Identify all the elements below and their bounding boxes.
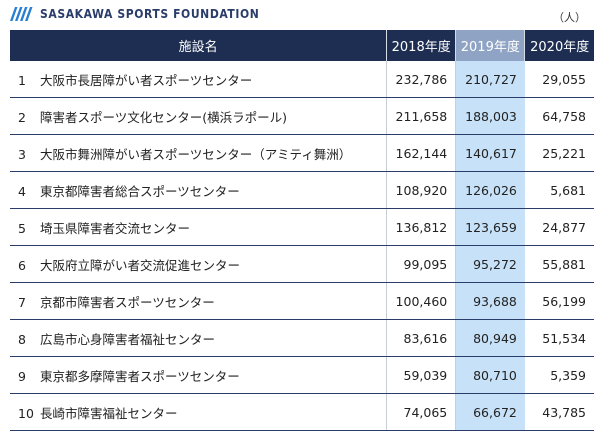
- value-2020-cell: 43,785: [524, 393, 594, 431]
- value-2019-cell: 123,659: [455, 208, 525, 246]
- value-2018-cell: 162,144: [386, 134, 457, 172]
- facility-name: 埼玉県障害者交流センター: [40, 220, 191, 236]
- facility-name: 長崎市障害福祉センター: [40, 405, 178, 421]
- facility-cell: 3 大阪市舞洲障がい者スポーツセンター（アミティ舞洲）: [10, 134, 388, 172]
- value-2018-cell: 232,786: [386, 61, 457, 98]
- value-2020-cell: 29,055: [524, 61, 594, 98]
- table-row: 5 埼玉県障害者交流センター 136,812 123,659 24,877: [10, 208, 594, 246]
- table-row: 2 障害者スポーツ文化センター(横浜ラポール) 211,658 188,003 64,7…: [10, 97, 594, 135]
- value-2019-cell: 126,026: [455, 171, 525, 209]
- table-row: 6 大阪府立障がい者交流促進センター 99,095 95,272 55,881: [10, 245, 594, 283]
- value-2020-cell: 5,681: [524, 171, 594, 209]
- table-row: 8 広島市心身障害者福祉センター 83,616 80,949 51,534: [10, 319, 594, 357]
- column-header-facility: 施設名: [10, 30, 388, 61]
- value-2018-cell: 108,920: [386, 171, 457, 209]
- value-2019-cell: 80,949: [455, 319, 525, 357]
- rank-number: 6: [18, 257, 26, 273]
- value-2020-cell: 25,221: [524, 134, 594, 172]
- value-2018-cell: 100,460: [386, 282, 457, 320]
- facility-cell: 6 大阪府立障がい者交流促進センター: [10, 245, 388, 283]
- table-row: 7 京都市障害者スポーツセンター 100,460 93,688 56,199: [10, 282, 594, 320]
- facility-name: 京都市障害者スポーツセンター: [40, 294, 215, 310]
- value-2019-cell: 210,727: [455, 61, 525, 98]
- rank-number: 4: [18, 183, 26, 199]
- facility-cell: 8 広島市心身障害者福祉センター: [10, 319, 388, 357]
- value-2020-cell: 24,877: [524, 208, 594, 246]
- facility-name: 大阪市長居障がい者スポーツセンター: [40, 72, 253, 88]
- value-2018-cell: 211,658: [386, 97, 457, 135]
- facility-cell: 1 大阪市長居障がい者スポーツセンター: [10, 61, 388, 98]
- logo: SASAKAWA SPORTS FOUNDATION: [8, 5, 259, 23]
- value-2018-cell: 83,616: [386, 319, 457, 357]
- table-row: 10 長崎市障害福祉センター 74,065 66,672 43,785: [10, 393, 594, 431]
- facility-name: 東京都多摩障害者スポーツセンター: [40, 368, 240, 384]
- table-row: 9 東京都多摩障害者スポーツセンター 59,039 80,710 5,359: [10, 356, 594, 394]
- logo-text: SASAKAWA SPORTS FOUNDATION: [40, 7, 260, 21]
- facility-cell: 4 東京都障害者総合スポーツセンター: [10, 171, 388, 209]
- rank-number: 3: [18, 146, 26, 162]
- table-header-row: 施設名 2018年度 2019年度 2020年度: [10, 30, 594, 61]
- column-header-2020: 2020年度: [524, 30, 594, 61]
- rank-number: 5: [18, 220, 26, 236]
- rank-number: 8: [18, 331, 26, 347]
- facility-cell: 2 障害者スポーツ文化センター(横浜ラポール): [10, 97, 388, 135]
- value-2020-cell: 5,359: [524, 356, 594, 394]
- value-2020-cell: 51,534: [524, 319, 594, 357]
- table-row: 4 東京都障害者総合スポーツセンター 108,920 126,026 5,681: [10, 171, 594, 209]
- value-2019-cell: 80,710: [455, 356, 525, 394]
- facility-name: 障害者スポーツ文化センター(横浜ラポール): [40, 109, 288, 125]
- unit-label: （人）: [553, 11, 586, 24]
- value-2018-cell: 99,095: [386, 245, 457, 283]
- value-2019-cell: 66,672: [455, 393, 525, 431]
- column-header-2018: 2018年度: [386, 30, 457, 61]
- facility-name: 大阪市舞洲障がい者スポーツセンター（アミティ舞洲）: [40, 146, 352, 162]
- table-row: 3 大阪市舞洲障がい者スポーツセンター（アミティ舞洲） 162,144 140,617…: [10, 134, 594, 172]
- facility-name: 東京都障害者総合スポーツセンター: [40, 183, 240, 199]
- logo-mark-icon: [10, 7, 33, 21]
- value-2020-cell: 64,758: [524, 97, 594, 135]
- rank-number: 9: [18, 368, 26, 384]
- rank-number: 2: [18, 109, 26, 125]
- facility-cell: 9 東京都多摩障害者スポーツセンター: [10, 356, 388, 394]
- rank-number: 10: [18, 405, 34, 421]
- facility-cell: 7 京都市障害者スポーツセンター: [10, 282, 388, 320]
- column-header-2019: 2019年度: [455, 30, 526, 61]
- table-row: 1 大阪市長居障がい者スポーツセンター 232,786 210,727 29,055: [10, 61, 594, 98]
- facility-users-table: 施設名 2018年度 2019年度 2020年度 1 大阪市長居障がい者スポーツセ…: [10, 30, 594, 431]
- facility-name: 大阪府立障がい者交流促進センター: [40, 257, 241, 273]
- value-2019-cell: 140,617: [455, 134, 525, 172]
- value-2018-cell: 136,812: [386, 208, 457, 246]
- rank-number: 1: [18, 72, 26, 88]
- rank-number: 7: [18, 294, 26, 310]
- facility-name: 広島市心身障害者福祉センター: [40, 331, 216, 347]
- top-bar: SASAKAWA SPORTS FOUNDATION （人）: [0, 0, 600, 30]
- value-2018-cell: 74,065: [386, 393, 457, 431]
- facility-cell: 10 長崎市障害福祉センター: [10, 393, 388, 431]
- value-2020-cell: 56,199: [524, 282, 594, 320]
- value-2019-cell: 95,272: [455, 245, 525, 283]
- value-2019-cell: 188,003: [455, 97, 525, 135]
- facility-cell: 5 埼玉県障害者交流センター: [10, 208, 388, 246]
- value-2018-cell: 59,039: [386, 356, 457, 394]
- value-2019-cell: 93,688: [455, 282, 525, 320]
- value-2020-cell: 55,881: [524, 245, 594, 283]
